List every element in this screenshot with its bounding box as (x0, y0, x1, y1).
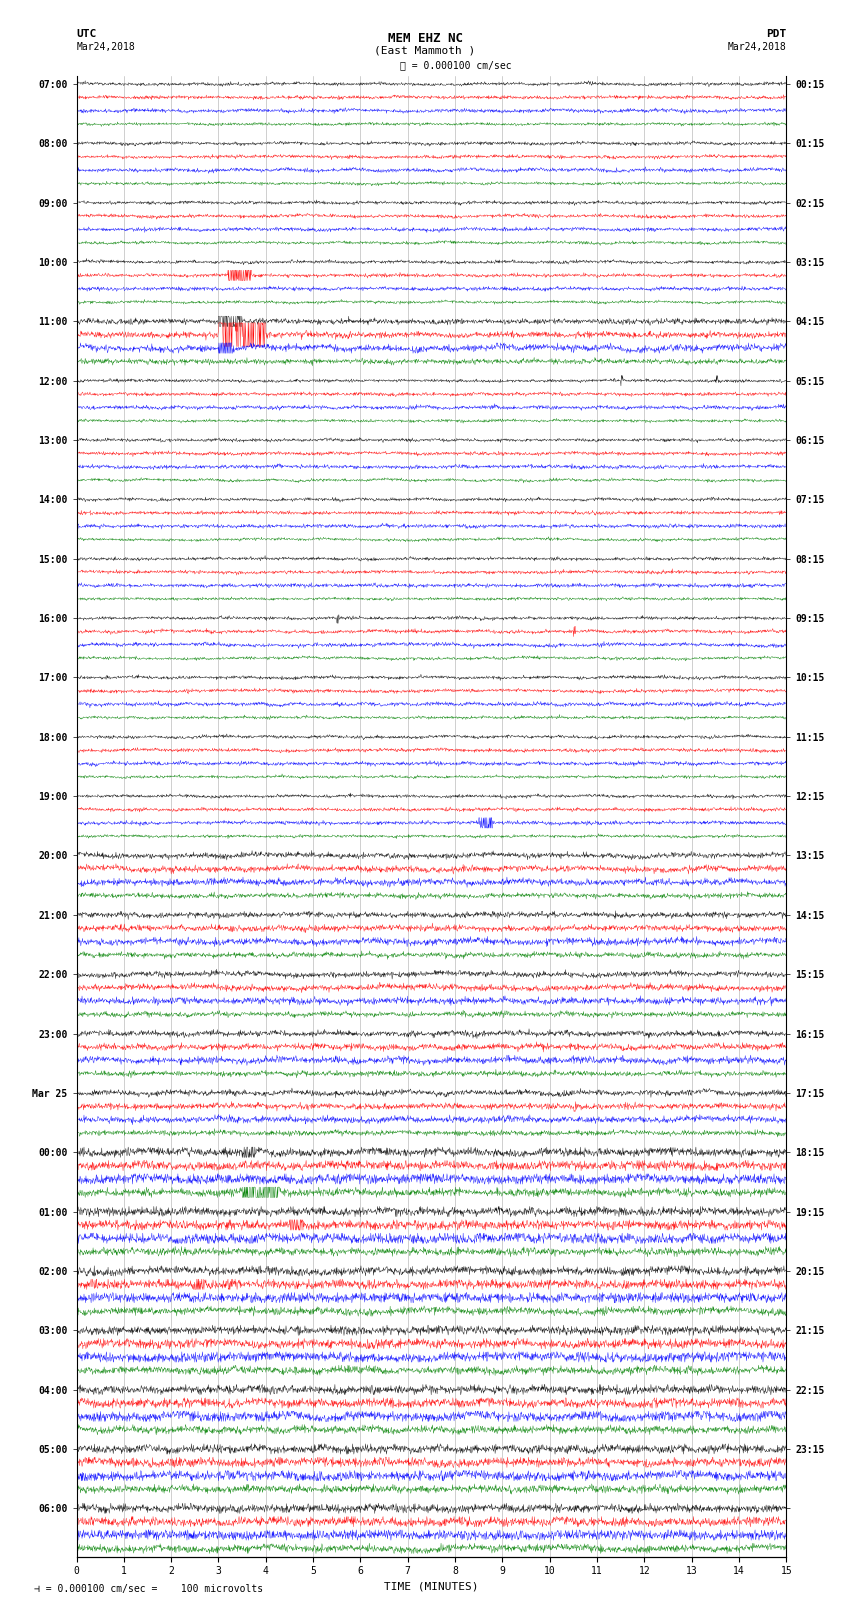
X-axis label: TIME (MINUTES): TIME (MINUTES) (384, 1582, 479, 1592)
Text: (East Mammoth ): (East Mammoth ) (374, 45, 476, 55)
Text: MEM EHZ NC: MEM EHZ NC (388, 32, 462, 45)
Text: ⊣ = 0.000100 cm/sec =    100 microvolts: ⊣ = 0.000100 cm/sec = 100 microvolts (34, 1584, 264, 1594)
Text: ⎴ = 0.000100 cm/sec: ⎴ = 0.000100 cm/sec (400, 60, 511, 69)
Text: Mar24,2018: Mar24,2018 (728, 42, 786, 52)
Text: Mar24,2018: Mar24,2018 (76, 42, 135, 52)
Text: UTC: UTC (76, 29, 97, 39)
Text: PDT: PDT (766, 29, 786, 39)
